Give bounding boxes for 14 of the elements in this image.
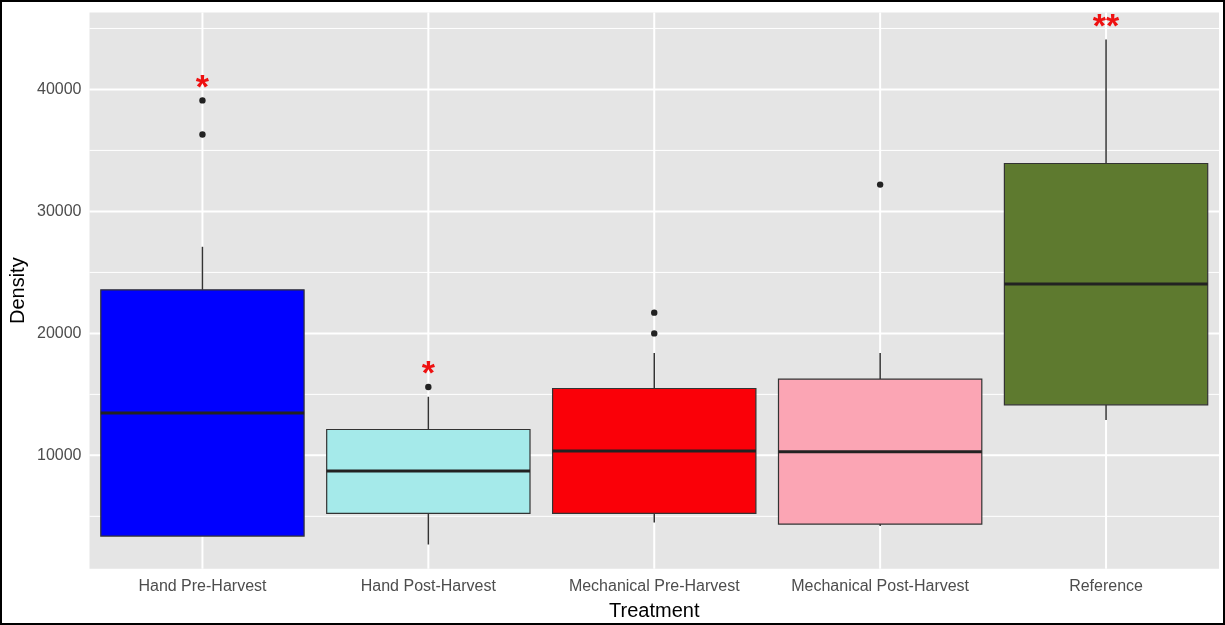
- x-axis-title: Treatment: [609, 598, 700, 621]
- y-tick-label: 40000: [36, 79, 82, 97]
- x-tick-label: Hand Post-Harvest: [360, 576, 497, 594]
- x-tick-label: Mechanical Post-Harvest: [791, 576, 970, 594]
- annotation: *: [195, 66, 210, 105]
- y-tick-label: 10000: [36, 445, 82, 463]
- annotation: **: [1092, 5, 1121, 44]
- x-tick-label: Reference: [1069, 576, 1144, 594]
- annotation: *: [421, 353, 436, 392]
- x-tick-label: Hand Pre-Harvest: [138, 576, 268, 594]
- y-tick-label: 30000: [36, 201, 82, 219]
- x-tick-label: Mechanical Pre-Harvest: [568, 576, 741, 594]
- y-axis-title: Density: [5, 257, 28, 325]
- y-tick-label: 20000: [36, 323, 82, 341]
